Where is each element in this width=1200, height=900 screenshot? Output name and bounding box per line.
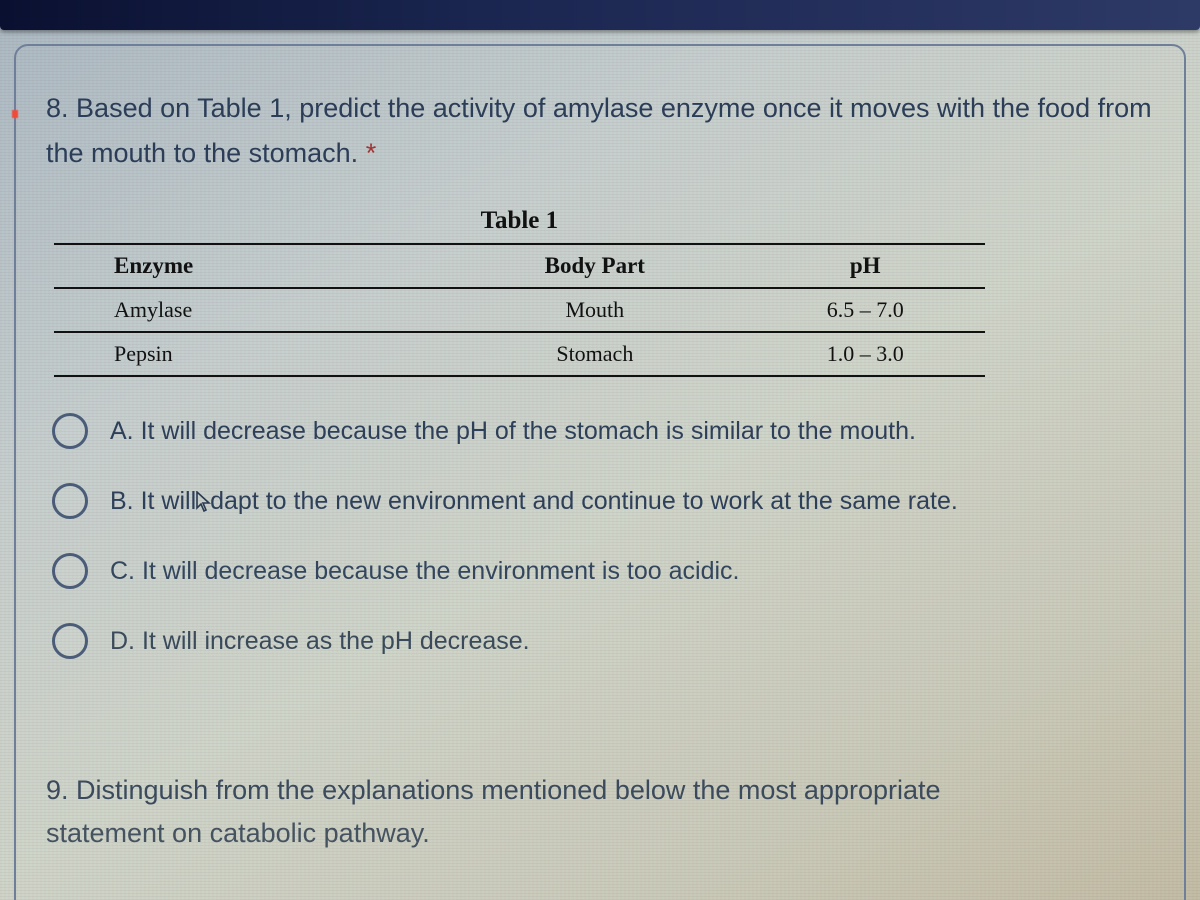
option-c-label: C. It will decrease because the environm… (110, 555, 739, 588)
cell-ph: 6.5 – 7.0 (746, 288, 985, 332)
cell-bodypart: Mouth (444, 288, 746, 332)
radio-icon[interactable] (52, 553, 88, 589)
table-caption: Table 1 (54, 207, 985, 245)
question-card: 8. Based on Table 1, predict the activit… (14, 44, 1186, 900)
cell-enzyme: Pepsin (54, 332, 444, 376)
table-row: Amylase Mouth 6.5 – 7.0 (54, 288, 985, 332)
option-d-label: D. It will increase as the pH decrease. (110, 625, 530, 658)
option-a-label: A. It will decrease because the pH of th… (110, 415, 916, 448)
next-question-preview: 9. Distinguish from the explanations men… (46, 769, 1154, 855)
next-question-line2: statement on catabolic pathway. (46, 812, 1154, 855)
cell-enzyme: Amylase (54, 288, 444, 332)
radio-icon[interactable] (52, 413, 88, 449)
col-bodypart: Body Part (444, 245, 746, 288)
col-ph: pH (746, 245, 985, 288)
cell-ph: 1.0 – 3.0 (746, 332, 985, 376)
radio-icon[interactable] (52, 623, 88, 659)
question-prompt: 8. Based on Table 1, predict the activit… (46, 86, 1154, 175)
cursor-icon (194, 491, 212, 513)
table-header-row: Enzyme Body Part pH (54, 245, 985, 288)
cell-bodypart: Stomach (444, 332, 746, 376)
question-body: Based on Table 1, predict the activity o… (46, 93, 1152, 168)
option-d[interactable]: D. It will increase as the pH decrease. (52, 623, 1154, 659)
table-row: Pepsin Stomach 1.0 – 3.0 (54, 332, 985, 376)
option-c[interactable]: C. It will decrease because the environm… (52, 553, 1154, 589)
answer-options: A. It will decrease because the pH of th… (52, 413, 1154, 659)
window-frame-top (0, 0, 1200, 30)
option-b-post: dapt to the new environment and continue… (210, 487, 958, 515)
required-asterisk: * (366, 138, 377, 168)
radio-icon[interactable] (52, 483, 88, 519)
option-b-label: B. It will dapt to the new environment a… (110, 485, 958, 518)
question-number: 8. (46, 93, 69, 123)
option-b-pre: B. It will (110, 487, 196, 515)
next-question-line1: 9. Distinguish from the explanations men… (46, 769, 1154, 812)
option-a[interactable]: A. It will decrease because the pH of th… (52, 413, 1154, 449)
col-enzyme: Enzyme (54, 245, 444, 288)
data-table: Table 1 Enzyme Body Part pH Amylase Mout… (54, 207, 985, 377)
option-b[interactable]: B. It will dapt to the new environment a… (52, 483, 1154, 519)
